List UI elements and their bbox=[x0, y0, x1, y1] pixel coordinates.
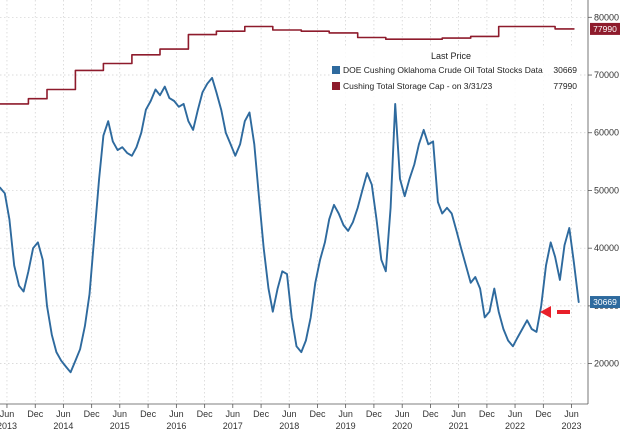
grid-layer bbox=[0, 0, 588, 404]
series-layer bbox=[0, 25, 580, 374]
x-tick-year: 2016 bbox=[166, 421, 186, 431]
axis-layer bbox=[0, 0, 589, 405]
x-tick-month: Jun bbox=[395, 409, 410, 419]
x-tick-month: Dec bbox=[140, 409, 157, 419]
x-tick-year: 2022 bbox=[505, 421, 525, 431]
x-tick-labels: Jun 2013 Dec Jun 2014 Dec Jun 2015 Dec Jun 2016 Dec… bbox=[0, 404, 581, 431]
legend-label-stocks: DOE Cushing Oklahoma Crude Oil Total Sto… bbox=[343, 65, 543, 75]
x-tick-month: Dec bbox=[309, 409, 326, 419]
last-value-badge-capacity bbox=[590, 22, 620, 35]
legend-value-capacity: 77990 bbox=[553, 81, 577, 91]
x-tick-month: Jun bbox=[338, 409, 353, 419]
y-tick-labels: 20000300004000050000600007000080000 bbox=[588, 12, 619, 369]
x-tick-month: Jun bbox=[0, 409, 14, 419]
x-tick-month: Dec bbox=[27, 409, 44, 419]
legend-swatch-capacity bbox=[332, 82, 340, 90]
red-dash-icon bbox=[557, 310, 570, 314]
x-tick-month: Jun bbox=[564, 409, 579, 419]
last-value-label-capacity: 77990 bbox=[593, 24, 617, 34]
x-tick-month: Jun bbox=[169, 409, 184, 419]
legend-label-capacity: Cushing Total Storage Cap - on 3/31/23 bbox=[343, 81, 492, 91]
x-tick-year: 2017 bbox=[223, 421, 243, 431]
series-line-stocks bbox=[0, 76, 580, 374]
x-tick-month: Jun bbox=[282, 409, 297, 419]
x-tick-year: 2015 bbox=[110, 421, 130, 431]
x-tick-month: Jun bbox=[508, 409, 523, 419]
x-tick-month: Jun bbox=[226, 409, 241, 419]
y-tick-label: 80000 bbox=[594, 12, 619, 22]
x-tick-month: Jun bbox=[113, 409, 128, 419]
x-tick-month: Dec bbox=[84, 409, 101, 419]
x-tick-year: 2014 bbox=[53, 421, 73, 431]
y-tick-label: 70000 bbox=[594, 70, 619, 80]
legend-title: Last Price bbox=[431, 51, 471, 61]
legend-swatch-stocks bbox=[332, 66, 340, 74]
legend-background bbox=[330, 46, 578, 102]
x-tick-year: 2019 bbox=[336, 421, 356, 431]
x-tick-year: 2013 bbox=[0, 421, 17, 431]
x-tick-month: Dec bbox=[479, 409, 496, 419]
red-arrow-icon bbox=[540, 306, 551, 318]
x-tick-month: Dec bbox=[422, 409, 439, 419]
x-tick-month: Dec bbox=[197, 409, 214, 419]
x-tick-month: Jun bbox=[451, 409, 466, 419]
last-value-label-stocks: 30669 bbox=[593, 297, 617, 307]
x-tick-month: Dec bbox=[366, 409, 383, 419]
y-tick-label: 60000 bbox=[594, 128, 619, 138]
x-tick-year: 2020 bbox=[392, 421, 412, 431]
x-tick-month: Dec bbox=[535, 409, 552, 419]
series-line-capacity bbox=[0, 25, 575, 105]
x-tick-year: 2021 bbox=[449, 421, 469, 431]
legend: Last Price DOE Cushing Oklahoma Crude Oi… bbox=[330, 46, 578, 102]
legend-value-stocks: 30669 bbox=[553, 65, 577, 75]
y-tick-label: 40000 bbox=[594, 243, 619, 253]
x-tick-month: Dec bbox=[253, 409, 270, 419]
x-tick-year: 2018 bbox=[279, 421, 299, 431]
last-value-badges: 30669 77990 bbox=[590, 22, 620, 309]
x-tick-month: Jun bbox=[56, 409, 71, 419]
annotation-arrow bbox=[540, 306, 570, 318]
y-tick-label: 20000 bbox=[594, 359, 619, 369]
x-tick-year: 2023 bbox=[561, 421, 581, 431]
y-tick-label: 50000 bbox=[594, 185, 619, 195]
last-value-badge-stocks bbox=[590, 296, 620, 309]
